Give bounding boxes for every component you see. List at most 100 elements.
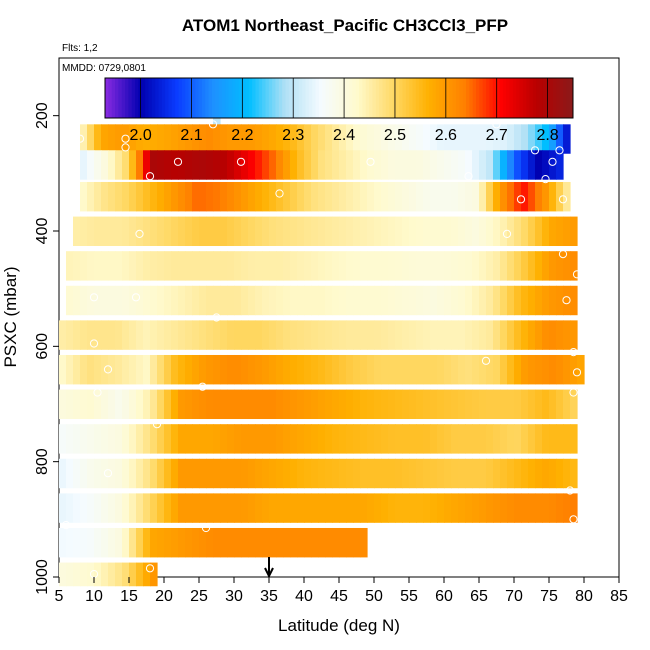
heatmap-cell: [381, 493, 389, 523]
sample-marker: [103, 365, 113, 374]
heatmap-cell: [325, 493, 333, 523]
heatmap-cell: [206, 424, 214, 454]
heatmap-cell: [73, 251, 81, 281]
heatmap-cell: [381, 285, 389, 316]
heatmap-cell: [535, 216, 543, 247]
heatmap-cell: [360, 251, 368, 281]
sample-marker: [562, 296, 571, 305]
heatmap-cell: [143, 124, 151, 154]
heatmap-cell: [234, 424, 242, 454]
heatmap-cell: [430, 124, 438, 154]
sample-marker: [366, 157, 375, 166]
heatmap-cell: [136, 216, 144, 247]
sample-marker: [131, 293, 141, 302]
heatmap-cell: [465, 354, 473, 385]
heatmap-cell: [549, 251, 557, 281]
heatmap-cell: [507, 285, 515, 316]
colorbar-swatch: [466, 78, 470, 118]
sample-markers: [61, 120, 582, 579]
heatmap-cell: [360, 424, 368, 454]
heatmap-cell: [367, 124, 375, 154]
heatmap-cell: [185, 124, 193, 154]
colorbar-swatch: [188, 78, 193, 118]
heatmap-cell: [311, 527, 319, 558]
heatmap-cell: [332, 458, 340, 489]
heatmap-cell: [556, 181, 564, 212]
heatmap-cell: [318, 251, 326, 281]
heatmap-cell: [87, 285, 95, 316]
heatmap-cell: [311, 320, 319, 350]
heatmap-cell: [213, 458, 221, 489]
heatmap-cell: [507, 124, 515, 154]
heatmap-cell: [227, 320, 235, 350]
heatmap-cell: [129, 493, 137, 523]
heatmap-cell: [164, 527, 172, 558]
heatmap-cell: [297, 181, 305, 212]
heatmap-cells: [59, 104, 585, 587]
heatmap-cell: [290, 389, 298, 420]
heatmap-cell: [437, 124, 445, 154]
heatmap-cell: [458, 493, 466, 523]
heatmap-cell: [150, 527, 158, 558]
heatmap-cell: [556, 251, 564, 281]
heatmap-cell: [283, 354, 291, 385]
heatmap-cell: [248, 251, 256, 281]
heatmap-cell: [563, 251, 571, 281]
heatmap-cell: [472, 493, 480, 523]
heatmap-cell: [493, 124, 501, 154]
heatmap-cell: [143, 354, 151, 385]
heatmap-cell: [374, 354, 382, 385]
heatmap-cell: [255, 216, 263, 247]
heatmap-cell: [500, 251, 508, 281]
sample-marker: [565, 486, 575, 495]
heatmap-cell: [143, 216, 151, 247]
heatmap-cell: [199, 181, 207, 212]
heatmap-cell: [444, 354, 452, 385]
sample-marker: [572, 270, 582, 279]
colorbar-swatch: [479, 78, 484, 118]
heatmap-cell: [507, 216, 515, 247]
heatmap-cell: [115, 285, 123, 316]
heatmap-cell: [80, 354, 88, 385]
heatmap-cell: [325, 389, 333, 420]
heatmap-cell: [479, 493, 487, 523]
colorbar-swatch: [352, 78, 357, 118]
heatmap-cell: [458, 285, 466, 316]
heatmap-cell: [164, 285, 172, 316]
x-tick-label: 15: [120, 588, 138, 605]
heatmap-cell: [570, 424, 578, 454]
heatmap-cell: [143, 527, 151, 558]
colorbar-swatch: [365, 78, 370, 118]
heatmap-cell: [143, 493, 151, 523]
heatmap-cell: [318, 216, 326, 247]
colorbar-swatch: [549, 78, 554, 118]
heatmap-cell: [80, 562, 88, 587]
heatmap-cell: [353, 354, 361, 385]
heatmap-cell: [325, 251, 333, 281]
heatmap-cell: [262, 124, 270, 154]
heatmap-cell: [437, 285, 445, 316]
heatmap-cell: [444, 150, 452, 180]
heatmap-cell: [136, 150, 144, 180]
colorbar-tick-label: 2.7: [486, 127, 508, 144]
heatmap-cell: [150, 424, 158, 454]
colorbar-swatch: [492, 78, 497, 118]
heatmap-cell: [416, 181, 424, 212]
heatmap-cell: [367, 216, 375, 247]
heatmap-cell: [507, 458, 515, 489]
colorbar-swatch: [185, 78, 190, 118]
heatmap-cell: [122, 320, 130, 350]
colorbar-swatch: [295, 78, 300, 118]
heatmap-cell: [486, 150, 494, 180]
heatmap-cell: [227, 424, 235, 454]
heatmap-cell: [507, 389, 515, 420]
heatmap-cell: [465, 216, 473, 247]
heatmap-cell: [108, 285, 116, 316]
heatmap-cell: [115, 124, 123, 154]
heatmap-cell: [500, 320, 508, 350]
heatmap-cell: [311, 354, 319, 385]
heatmap-cell: [332, 216, 340, 247]
heatmap-cell: [94, 285, 102, 316]
x-axis-ticks: 5 10 15 20 25 30 35 40 45 50 55 60 65 70 75 80 85: [55, 577, 628, 605]
colorbar-swatch: [308, 78, 313, 118]
